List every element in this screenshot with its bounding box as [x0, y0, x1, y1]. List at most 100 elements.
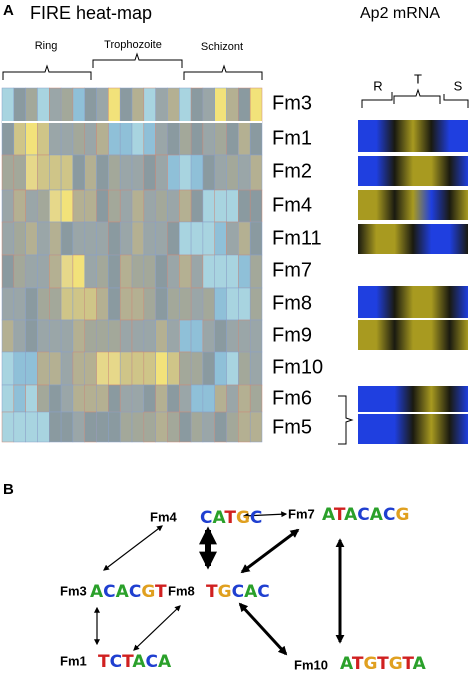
heat-cell — [190, 319, 204, 353]
heat-cell — [249, 87, 263, 123]
row-labels: Fm3 Fm1 Fm2 Fm4 Fm11 Fm7 Fm8 Fm9 Fm10 Fm6 Fm5 — [272, 92, 323, 438]
heat-cell — [179, 189, 192, 223]
heat-cell — [96, 254, 109, 289]
node-label: Fm10 — [294, 657, 328, 672]
heat-cell — [131, 154, 145, 191]
heat-cell — [96, 221, 109, 256]
heat-cell — [119, 411, 133, 443]
heat-cell — [202, 154, 215, 191]
heat-cell — [238, 121, 251, 156]
heat-cell — [49, 351, 62, 386]
heat-cell — [13, 189, 26, 223]
heat-cell — [214, 411, 227, 443]
stage-label: Schizont — [201, 41, 243, 53]
node-label: Fm4 — [150, 509, 178, 524]
heat-cell — [179, 384, 192, 413]
heat-cell — [96, 411, 109, 443]
heat-cell — [167, 351, 180, 386]
mrna-bar — [358, 224, 468, 254]
heat-cell — [49, 221, 62, 256]
heat-cell — [13, 351, 26, 386]
heat-cell — [49, 254, 62, 289]
heat-cell — [155, 254, 168, 289]
panel-label: B — [3, 481, 14, 498]
heat-cell — [72, 87, 85, 123]
heat-cell — [37, 87, 50, 123]
heat-cell — [190, 189, 204, 223]
heat-cell — [13, 254, 26, 289]
heat-cell — [25, 319, 38, 353]
heat-cell — [25, 287, 38, 321]
heat-cell — [60, 154, 74, 191]
mrna-bar — [358, 286, 468, 318]
stage-label: R — [373, 78, 382, 93]
heat-cell — [238, 351, 251, 386]
heat-cell — [238, 154, 251, 191]
heat-cell — [119, 87, 133, 123]
heat-cell — [131, 319, 145, 353]
heat-cell — [249, 221, 263, 256]
heat-cell — [167, 121, 180, 156]
heat-cell — [1, 154, 15, 191]
heatmap-title: FIRE heat-map — [30, 3, 152, 23]
heat-cell — [167, 411, 180, 443]
heat-cell — [84, 221, 97, 256]
heat-cell — [96, 121, 109, 156]
heat-cell — [214, 154, 227, 191]
heat-cell — [238, 221, 251, 256]
heat-cell — [167, 189, 180, 223]
mrna-bar — [358, 156, 468, 186]
heat-cell — [155, 384, 168, 413]
row-label: Fm6 — [272, 387, 312, 409]
heat-cell — [238, 411, 251, 443]
heat-cell — [214, 87, 227, 123]
node-label: Fm7 — [288, 506, 315, 521]
stage-label: Ring — [35, 40, 58, 52]
heat-cell — [37, 154, 50, 191]
heat-cell — [108, 319, 121, 353]
heat-cell — [167, 384, 180, 413]
heat-cell — [72, 384, 85, 413]
heat-cell — [13, 411, 26, 443]
heat-cell — [143, 189, 156, 223]
heat-cell — [119, 254, 133, 289]
heat-cell — [155, 121, 168, 156]
panel-label: A — [3, 2, 14, 19]
heat-cell — [131, 351, 145, 386]
motif-logo: ACACGT — [90, 582, 167, 602]
stage-label: Trophozoite — [104, 39, 162, 51]
heat-cell — [179, 154, 192, 191]
heat-cell — [202, 319, 215, 353]
heat-cell — [119, 121, 133, 156]
heat-cell — [72, 287, 85, 321]
heat-cell — [49, 87, 62, 123]
heat-cell — [249, 351, 263, 386]
heat-cell — [202, 351, 215, 386]
heat-cell — [60, 189, 74, 223]
heat-cell — [119, 351, 133, 386]
heat-cell — [155, 154, 168, 191]
node-label: Fm8 — [168, 583, 195, 598]
network-edges — [94, 511, 345, 656]
heat-cell — [60, 221, 74, 256]
mrna-bar — [358, 190, 468, 220]
heat-cell — [190, 154, 204, 191]
mrna-title: Ap2 mRNA — [360, 5, 440, 22]
network-nodes: Fm4 CATGC Fm7 ATACACG Fm3 ACACGT Fm8 TGCAC Fm1 TC… — [60, 505, 427, 674]
stage-label: S — [454, 78, 463, 93]
heatmap — [1, 87, 263, 443]
heat-cell — [202, 121, 215, 156]
heat-cell — [13, 319, 26, 353]
heat-cell — [214, 287, 227, 321]
row-label: Fm2 — [272, 160, 312, 182]
heat-cell — [108, 411, 121, 443]
mrna-bar — [358, 320, 468, 350]
heat-cell — [25, 154, 38, 191]
heat-cell — [1, 254, 15, 289]
heat-cell — [179, 221, 192, 256]
heat-cell — [167, 87, 180, 123]
heat-cell — [155, 319, 168, 353]
heat-cell — [25, 121, 38, 156]
heat-cell — [249, 154, 263, 191]
row-label: Fm10 — [272, 356, 323, 378]
